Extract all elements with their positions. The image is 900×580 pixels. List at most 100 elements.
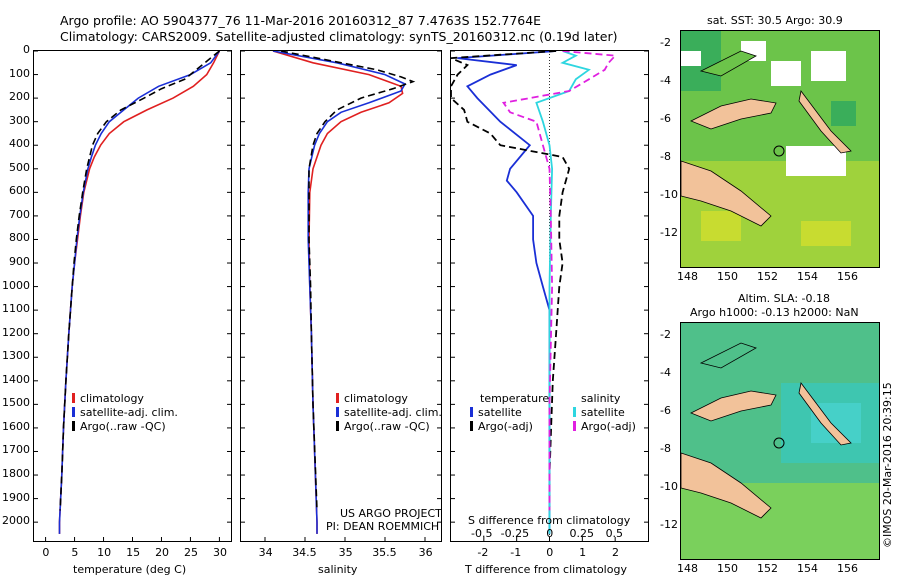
- tdiff-tick-label: -1: [510, 546, 522, 559]
- map-lat-tick: -8: [660, 150, 671, 163]
- legend-label: satellite: [581, 406, 625, 419]
- map-lon-tick: 156: [837, 270, 858, 283]
- depth-tick-label: 1700: [2, 443, 30, 457]
- map-lat-tick: -4: [660, 74, 671, 87]
- legend-label: Argo(-adj): [478, 420, 533, 433]
- sla-map-title-2: Argo h1000: -0.13 h2000: NaN: [690, 306, 859, 319]
- temp-argo-line: [59, 50, 220, 511]
- legend-label: Argo(..raw -QC): [344, 420, 430, 433]
- salinity-tick-label: 35.5: [372, 546, 397, 559]
- temperature-tick-label: 25: [184, 546, 199, 559]
- sdiff-tick-label: 0.25: [569, 527, 595, 540]
- legend-label: satellite: [478, 406, 522, 419]
- sla-map-graphic: [681, 323, 879, 559]
- map-lat-tick: -4: [660, 366, 671, 379]
- sal-climatology-line: [272, 50, 404, 534]
- tdiff-tick-label: 2: [611, 546, 619, 559]
- map-lat-tick: -10: [660, 188, 678, 201]
- map-lon-tick: 148: [677, 270, 698, 283]
- temperature-tick-label: 5: [71, 546, 79, 559]
- depth-tick-label: 300: [9, 113, 30, 127]
- legend-swatch-black: [336, 421, 339, 431]
- diff-legend-temperature: temperature satellite Argo(-adj): [470, 392, 549, 434]
- map-lat-tick: -2: [660, 36, 671, 49]
- sla-map: [680, 322, 880, 560]
- title-line-1: Argo profile: AO 5904377_76 11-Mar-2016 …: [60, 13, 542, 28]
- legend-label: Argo(..raw -QC): [80, 420, 166, 433]
- salinity-xlabel: salinity: [318, 563, 358, 576]
- temperature-plot: [34, 50, 231, 541]
- map-lon-tick: 150: [717, 270, 738, 283]
- legend-label: climatology: [344, 392, 408, 405]
- temperature-tick-label: 10: [97, 546, 112, 559]
- map-lon-tick: 152: [757, 562, 778, 575]
- legend-swatch-blue: [470, 407, 473, 417]
- sdiff-tick-label: -0.5: [471, 527, 493, 540]
- map-lon-tick: 156: [837, 562, 858, 575]
- legend-item-argo: Argo(..raw -QC): [72, 420, 178, 434]
- depth-tick-label: 500: [9, 160, 30, 174]
- legend-item-satellite: satellite-adj. clim.: [72, 406, 178, 420]
- map-lat-tick: -2: [660, 328, 671, 341]
- difference-panel: [450, 50, 649, 542]
- map-lat-tick: -12: [660, 518, 678, 531]
- salinity-plot: [241, 50, 441, 541]
- legend-item-climatology: climatology: [72, 392, 178, 406]
- salinity-tick-label: 35: [338, 546, 353, 559]
- map-lon-tick: 148: [677, 562, 698, 575]
- tdiff-satellite-line: [457, 50, 557, 534]
- depth-tick-label: 1900: [2, 490, 30, 504]
- legend-swatch-magenta: [573, 421, 576, 431]
- temperature-legend: climatology satellite-adj. clim. Argo(..…: [72, 392, 178, 434]
- sdiff-tick-label: 0.5: [605, 527, 624, 540]
- depth-tick-label: 700: [9, 207, 30, 221]
- legend-swatch-cyan: [573, 407, 576, 417]
- depth-tick-label: 1200: [2, 325, 30, 339]
- sdiff-argo-line: [501, 50, 618, 511]
- temperature-xlabel: temperature (deg C): [73, 563, 187, 576]
- tdiff-argo-line: [450, 50, 571, 511]
- depth-tick-label: 1000: [2, 278, 30, 292]
- legend-label: satellite-adj. clim.: [344, 406, 442, 419]
- map-lat-tick: -10: [660, 480, 678, 493]
- legend-label: Argo(-adj): [581, 420, 636, 433]
- sst-map-graphic: [681, 31, 879, 267]
- depth-tick-label: 1300: [2, 349, 30, 363]
- depth-tick-label: 2000: [2, 514, 30, 528]
- depth-tick-label: 900: [9, 255, 30, 269]
- legend-label: climatology: [80, 392, 144, 405]
- legend-swatch-blue: [336, 407, 339, 417]
- map-lat-tick: -6: [660, 404, 671, 417]
- temperature-tick-label: 20: [155, 546, 170, 559]
- sdiff-tick-label: 0: [546, 527, 554, 540]
- map-lat-tick: -12: [660, 226, 678, 239]
- sal-satellite-line: [272, 50, 407, 534]
- depth-tick-label: 1600: [2, 419, 30, 433]
- depth-tick-label: 0: [23, 43, 30, 56]
- sla-map-title-1: Altim. SLA: -0.18: [738, 292, 831, 305]
- project-annotation-2: PI: DEAN ROEMMICH: [326, 520, 440, 533]
- sal-argo-line: [280, 50, 416, 511]
- temp-climatology-line: [58, 50, 221, 534]
- salinity-tick-label: 36: [418, 546, 433, 559]
- tdiff-tick-label: -2: [477, 546, 489, 559]
- salinity-tick-label: 34.5: [292, 546, 317, 559]
- tdiff-tick-label: 1: [579, 546, 587, 559]
- legend-swatch-red: [72, 393, 75, 403]
- sst-map-title: sat. SST: 30.5 Argo: 30.9: [707, 14, 843, 27]
- salinity-legend: climatology satellite-adj. clim. Argo(..…: [336, 392, 442, 434]
- map-lon-tick: 150: [717, 562, 738, 575]
- depth-tick-label: 200: [9, 90, 30, 104]
- imos-credit: ©IMOS 20-Mar-2016 20:39:15: [881, 382, 894, 548]
- sdiff-tick-label: -0.25: [500, 527, 530, 540]
- title-line-2: Climatology: CARS2009. Satellite-adjuste…: [60, 29, 618, 44]
- depth-tick-label: 100: [9, 66, 30, 80]
- legend-swatch-blue: [72, 407, 75, 417]
- sdiff-satellite-line: [535, 50, 591, 534]
- temperature-tick-label: 30: [213, 546, 227, 559]
- legend-swatch-black: [72, 421, 75, 431]
- legend-swatch-black: [470, 421, 473, 431]
- map-lon-tick: 154: [797, 270, 818, 283]
- temp-satellite-line: [58, 50, 221, 534]
- temperature-panel: [33, 50, 232, 542]
